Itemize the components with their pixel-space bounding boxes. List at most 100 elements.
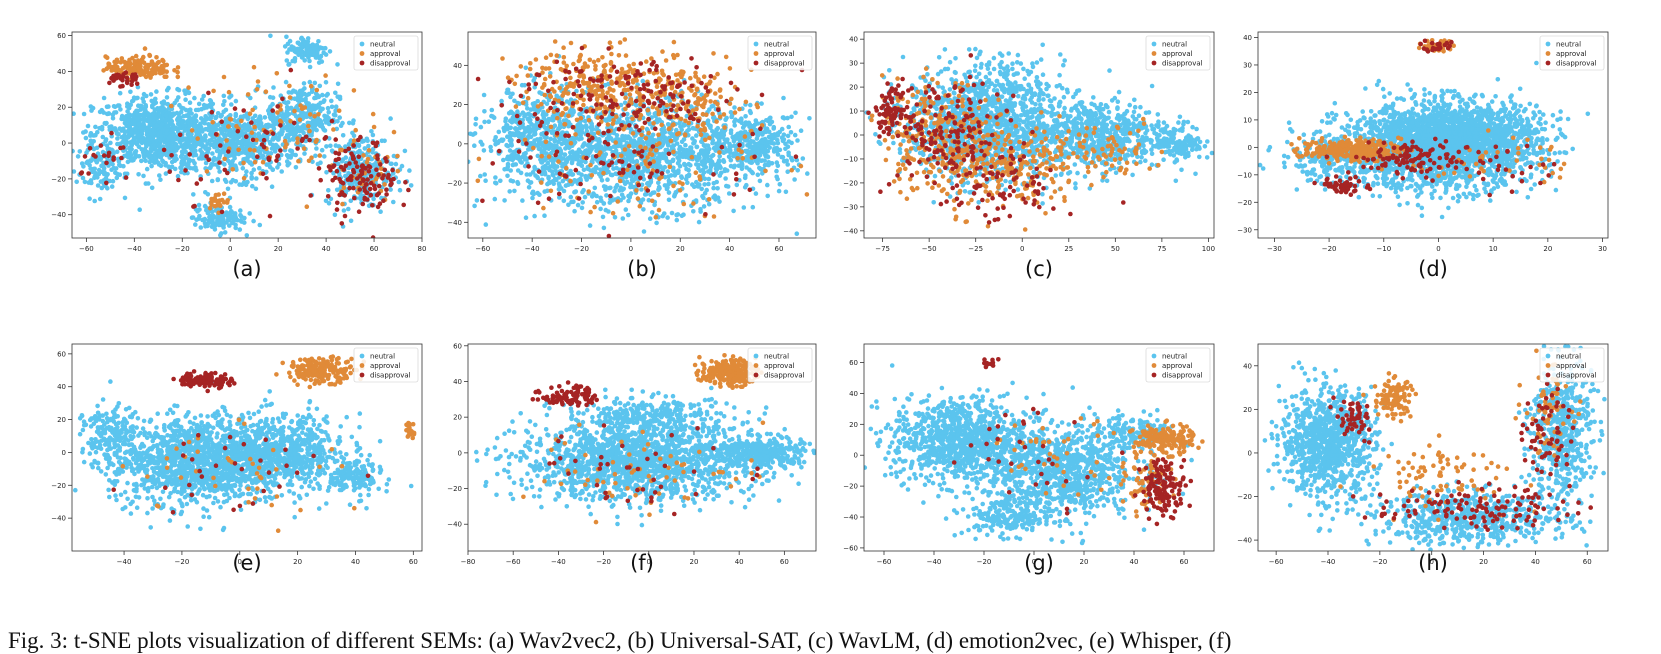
point-approval (342, 185, 347, 190)
point-neutral (617, 188, 622, 193)
point-neutral (149, 164, 154, 169)
point-disapproval (88, 146, 93, 151)
point-neutral (541, 113, 546, 118)
point-neutral (665, 187, 670, 192)
point-disapproval (167, 169, 172, 174)
point-neutral (748, 141, 753, 146)
point-neutral (508, 135, 513, 140)
point-approval (141, 55, 146, 60)
point-neutral (335, 94, 340, 99)
point-disapproval (214, 132, 219, 137)
point-neutral (329, 99, 334, 104)
point-neutral (200, 129, 205, 134)
point-neutral (692, 184, 697, 189)
point-disapproval (401, 203, 406, 208)
point-approval (315, 88, 320, 93)
point-neutral (334, 104, 339, 109)
point-disapproval (210, 110, 215, 115)
point-neutral (732, 138, 737, 143)
point-approval (714, 119, 719, 124)
point-neutral (564, 160, 569, 165)
point-approval (288, 95, 293, 100)
point-neutral (295, 96, 300, 101)
point-neutral (256, 117, 261, 122)
point-approval (382, 182, 387, 187)
point-neutral (300, 92, 305, 97)
point-neutral (366, 144, 371, 149)
point-disapproval (176, 178, 181, 183)
point-disapproval (119, 156, 124, 161)
point-neutral (666, 182, 671, 187)
point-disapproval (104, 161, 109, 166)
point-neutral (651, 133, 656, 138)
point-neutral (682, 162, 687, 167)
point-approval (587, 118, 592, 123)
point-neutral (670, 211, 675, 216)
legend-label-neutral: neutral (370, 41, 395, 49)
point-neutral (597, 140, 602, 145)
point-neutral (361, 139, 366, 144)
point-approval (214, 193, 219, 198)
point-neutral (774, 175, 779, 180)
point-neutral (194, 113, 199, 118)
point-disapproval (384, 187, 389, 192)
point-disapproval (370, 203, 375, 208)
point-neutral (795, 231, 800, 236)
point-neutral (186, 162, 191, 167)
point-approval (222, 191, 227, 196)
point-disapproval (369, 181, 374, 186)
point-neutral (536, 144, 541, 149)
point-neutral (122, 116, 127, 121)
point-disapproval (268, 214, 273, 219)
point-neutral (782, 137, 787, 142)
point-neutral (625, 180, 630, 185)
point-disapproval (121, 145, 126, 150)
point-disapproval (300, 139, 305, 144)
point-neutral (577, 159, 582, 164)
point-neutral (537, 192, 542, 197)
point-approval (331, 127, 336, 132)
point-neutral (335, 62, 340, 67)
point-neutral (369, 129, 374, 134)
point-disapproval (376, 172, 381, 177)
point-approval (239, 119, 244, 124)
point-neutral (595, 200, 600, 205)
point-neutral (235, 137, 240, 142)
point-disapproval (292, 121, 297, 126)
point-neutral (83, 180, 88, 185)
point-disapproval (351, 143, 356, 148)
point-neutral (162, 101, 167, 106)
point-neutral (664, 155, 669, 160)
point-neutral (763, 163, 768, 168)
point-neutral (727, 191, 732, 196)
point-neutral (143, 147, 148, 152)
point-neutral (179, 155, 184, 160)
point-approval (688, 76, 693, 81)
point-disapproval (347, 186, 352, 191)
point-neutral (487, 119, 492, 124)
point-neutral (304, 50, 309, 55)
point-neutral (509, 110, 514, 115)
point-neutral (767, 145, 772, 150)
point-approval (105, 55, 110, 60)
point-neutral (285, 58, 290, 63)
point-neutral (532, 101, 537, 106)
point-disapproval (79, 171, 84, 176)
point-neutral (192, 147, 197, 152)
point-neutral (382, 139, 387, 144)
point-neutral (211, 162, 216, 167)
point-neutral (733, 117, 738, 122)
point-neutral (245, 124, 250, 129)
point-approval (367, 148, 372, 153)
point-neutral (717, 154, 722, 159)
point-neutral (280, 114, 285, 119)
point-neutral (218, 233, 223, 238)
point-neutral (570, 137, 575, 142)
point-disapproval (93, 154, 98, 159)
point-neutral (735, 183, 740, 188)
point-neutral (608, 186, 613, 191)
point-neutral (159, 107, 164, 112)
point-neutral (295, 47, 300, 52)
point-neutral (770, 161, 775, 166)
